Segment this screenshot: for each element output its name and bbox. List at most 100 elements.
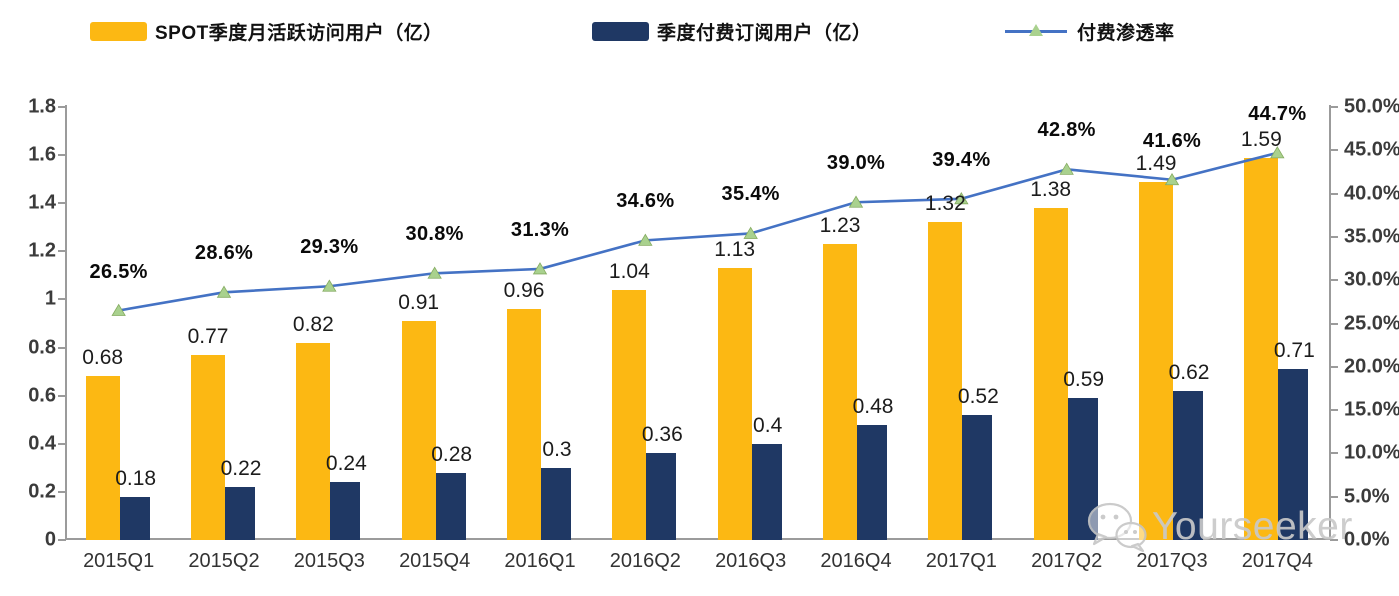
subscribers-value-label: 0.62	[1168, 360, 1210, 384]
bar-subscribers	[119, 496, 150, 540]
bar-subscribers	[751, 443, 782, 540]
line-marker-triangle	[322, 279, 337, 292]
penetration-pct-label: 29.3%	[300, 236, 359, 259]
bar-mau	[928, 222, 963, 540]
penetration-pct-label: 44.7%	[1248, 102, 1307, 125]
left-axis-tick-label: 1.2	[28, 239, 56, 262]
subscribers-legend-swatch	[592, 21, 649, 41]
line-marker-triangle	[532, 262, 548, 275]
right-axis-tick	[1330, 235, 1338, 238]
left-axis-tick	[58, 346, 66, 349]
penetration-pct-label: 28.6%	[194, 242, 254, 265]
x-axis-category-label: 2016Q1	[504, 550, 576, 572]
subscribers-legend-label: 季度付费订阅用户（亿）	[657, 22, 872, 44]
bar-subscribers	[225, 487, 255, 540]
x-axis-category-label: 2017Q2	[1031, 550, 1103, 572]
line-marker-triangle	[954, 192, 969, 205]
line-marker-triangle	[638, 233, 653, 246]
bar-subscribers	[962, 414, 993, 540]
x-axis-category-label: 2015Q4	[399, 550, 471, 572]
subscribers-value-label: 0.3	[542, 437, 572, 461]
line-marker-triangle	[111, 303, 126, 316]
line-marker-triangle	[743, 226, 758, 239]
penetration-pct-label: 41.6%	[1142, 129, 1202, 152]
subscribers-value-label: 0.48	[852, 394, 894, 418]
left-axis-tick-label: 0.8	[28, 336, 56, 359]
left-axis-tick	[58, 394, 66, 397]
bar-subscribers	[1278, 369, 1309, 540]
mau-value-label: 1.04	[608, 259, 650, 283]
x-axis-category-label: 2015Q3	[293, 550, 365, 572]
right-axis-tick	[1330, 409, 1338, 412]
bar-mau	[1033, 208, 1068, 540]
line-marker-triangle	[1164, 172, 1180, 186]
legend-item-subscribers: 季度付费订阅用户（亿）	[592, 18, 872, 44]
left-axis-tick-label: 0	[44, 528, 56, 551]
left-axis-tick-label: 0.6	[28, 384, 56, 407]
left-axis-tick	[58, 298, 66, 301]
bar-mau	[191, 354, 225, 540]
right-axis-tick	[1330, 106, 1338, 108]
bar-mau	[717, 268, 752, 540]
penetration-pct-label: 26.5%	[89, 260, 148, 283]
bar-mau	[1139, 181, 1173, 540]
bar-subscribers	[857, 424, 887, 540]
right-axis-tick-label: 25.0%	[1344, 312, 1399, 334]
right-axis-tick-label: 50.0%	[1344, 95, 1399, 118]
subscribers-value-label: 0.22	[220, 457, 262, 481]
x-axis-category-label: 2015Q1	[83, 550, 155, 572]
right-axis-tick-label: 0.0%	[1344, 528, 1390, 551]
bar-mau	[296, 342, 331, 540]
subscribers-value-label: 0.59	[1063, 368, 1105, 392]
penetration-line	[111, 146, 1285, 316]
x-axis-category-label: 2017Q1	[925, 550, 997, 572]
right-axis-tick-label: 45.0%	[1344, 138, 1399, 161]
left-axis-tick-label: 0.2	[28, 480, 56, 503]
left-axis-tick	[58, 539, 66, 541]
right-axis-tick	[1330, 192, 1338, 195]
left-axis-tick-label: 1.8	[28, 95, 56, 118]
left-axis-tick	[58, 154, 66, 157]
bar-mau	[612, 289, 647, 540]
bar-subscribers	[541, 467, 571, 540]
right-axis-tick-label: 20.0%	[1344, 355, 1399, 378]
subscribers-value-label: 0.52	[957, 384, 999, 408]
penetration-pct-label: 35.4%	[721, 183, 780, 206]
penetration-pct-label: 30.8%	[405, 223, 464, 246]
legend-item-penetration: 付费渗透率	[1005, 18, 1175, 44]
right-axis-tick	[1330, 322, 1338, 325]
x-axis-category-label: 2017Q3	[1136, 550, 1208, 572]
mau-legend-swatch	[90, 21, 147, 41]
right-axis-tick-label: 10.0%	[1344, 441, 1399, 464]
line-marker-triangle	[427, 266, 442, 279]
mau-value-label: 1.13	[714, 238, 756, 262]
left-axis-tick	[58, 442, 66, 445]
penetration-legend-line-marker-icon	[1005, 22, 1067, 41]
x-axis-category-label: 2016Q4	[820, 550, 892, 572]
left-axis-line	[65, 105, 67, 540]
line-marker-triangle	[848, 195, 864, 208]
x-axis-category-label: 2016Q3	[715, 550, 787, 572]
bar-mau	[401, 321, 436, 540]
penetration-pct-label: 42.8%	[1037, 119, 1096, 142]
mau-value-label: 1.59	[1240, 127, 1282, 151]
mau-value-label: 0.96	[503, 279, 545, 303]
penetration-pct-label: 31.3%	[510, 218, 570, 241]
bar-subscribers	[330, 482, 361, 540]
right-axis-tick	[1330, 365, 1338, 368]
left-axis-tick-label: 0.4	[28, 432, 56, 455]
bar-mau	[85, 376, 120, 540]
mau-value-label: 0.77	[187, 324, 229, 348]
subscribers-value-label: 0.4	[753, 413, 783, 437]
right-axis-tick-label: 15.0%	[1344, 398, 1399, 421]
penetration-pct-label: 39.0%	[826, 152, 886, 175]
left-axis-tick	[58, 490, 66, 493]
mau-value-label: 0.91	[398, 291, 440, 315]
right-axis-tick-label: 35.0%	[1344, 225, 1399, 248]
left-axis-tick-label: 1.4	[28, 191, 56, 214]
penetration-legend-label: 付费渗透率	[1077, 22, 1175, 44]
right-axis-tick	[1330, 149, 1338, 152]
bar-mau	[823, 244, 857, 540]
left-axis-tick	[58, 106, 66, 108]
